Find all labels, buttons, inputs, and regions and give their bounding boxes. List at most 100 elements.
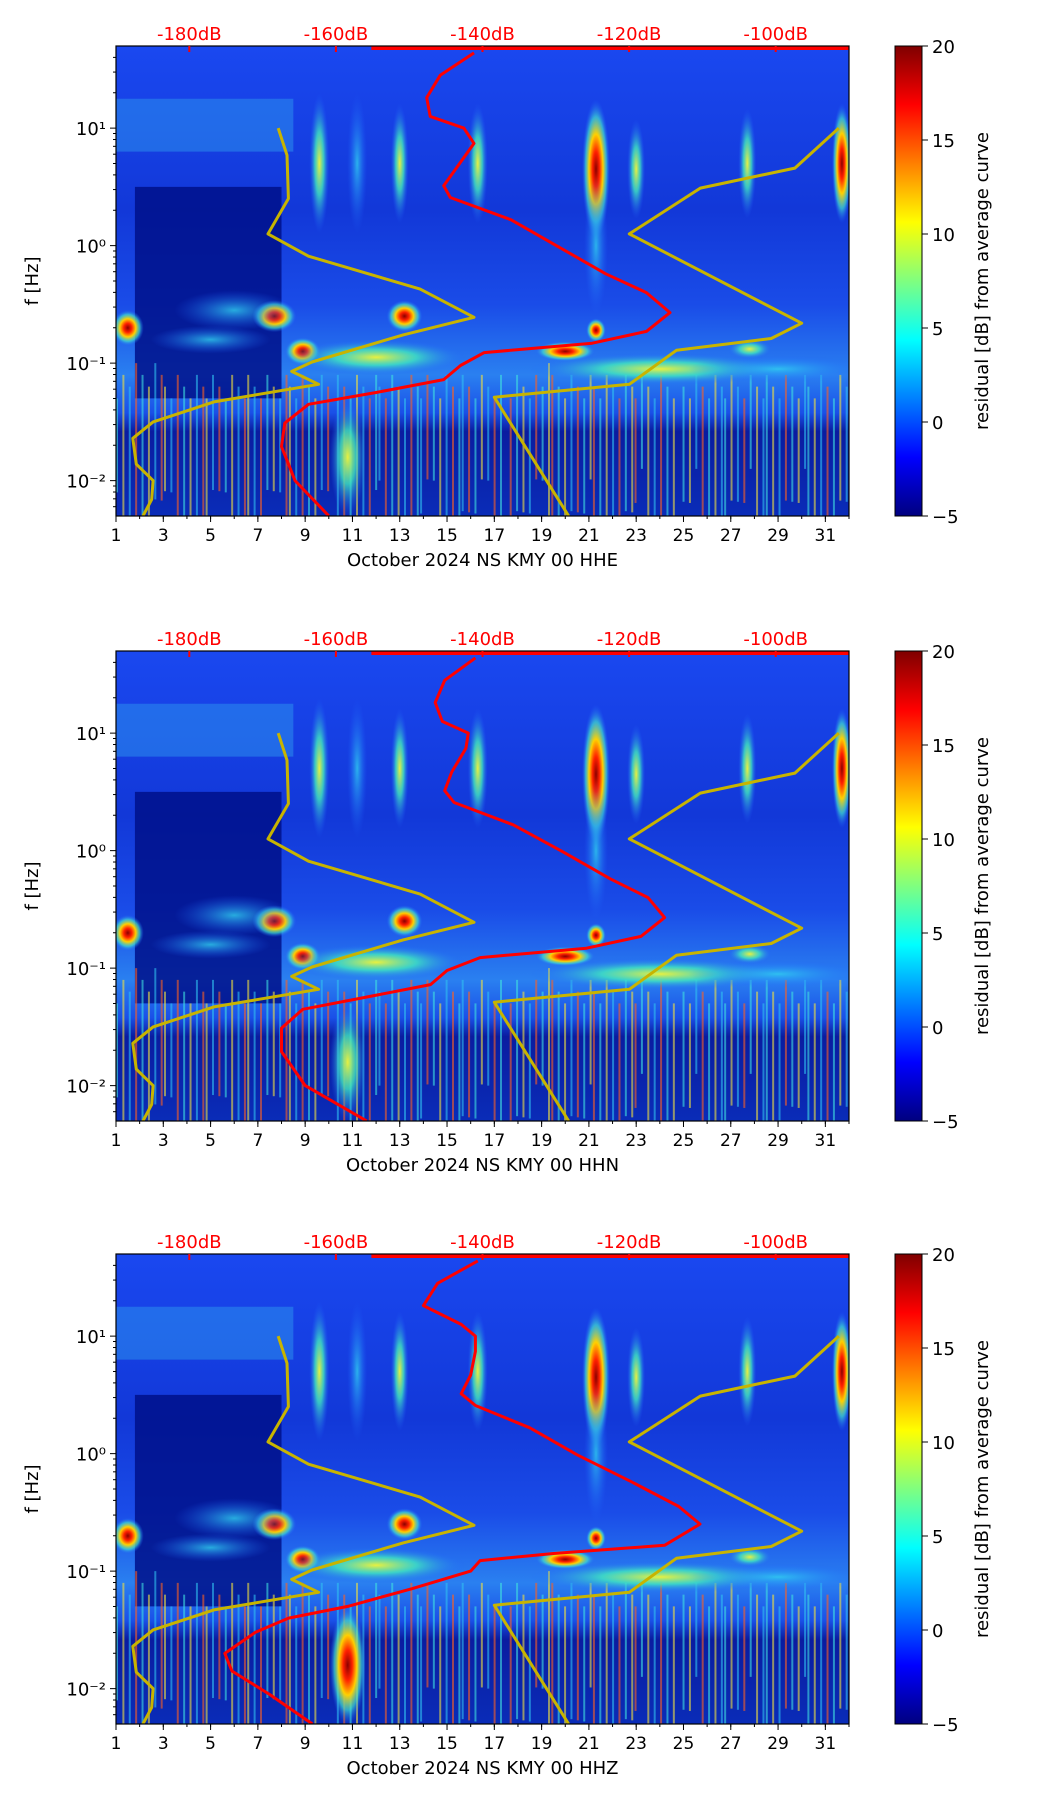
lp-streak xyxy=(320,374,323,491)
hf-noise-band xyxy=(116,1306,294,1360)
lp-streak xyxy=(461,979,464,1117)
lp-streak xyxy=(612,1594,615,1724)
lp-streak xyxy=(813,398,816,516)
spectral-energy-blob xyxy=(286,339,467,376)
lp-streak xyxy=(736,991,739,1107)
x-tick-label: 9 xyxy=(300,1734,311,1754)
lp-streak xyxy=(820,374,823,516)
lp-streak xyxy=(243,398,246,516)
lp-streak xyxy=(695,979,698,1074)
spectral-energy-blob xyxy=(174,895,295,936)
lp-streak xyxy=(730,374,733,501)
lp-streak xyxy=(211,374,214,491)
lp-streak xyxy=(612,386,615,516)
top-db-label: -100dB xyxy=(743,1232,808,1253)
lp-streak xyxy=(772,386,775,516)
lp-streak xyxy=(672,398,675,516)
lp-streak xyxy=(247,1582,250,1724)
lp-streak xyxy=(634,1003,637,1108)
lp-streak xyxy=(832,1606,835,1724)
lp-streak xyxy=(797,398,800,503)
lp-streak xyxy=(416,991,419,1121)
lp-streak xyxy=(420,398,423,514)
x-tick-label: 31 xyxy=(815,1734,837,1754)
lp-streak xyxy=(391,979,394,1121)
x-tick-label: 17 xyxy=(484,1734,506,1754)
lp-streak xyxy=(327,991,330,1097)
colorbar-tick-label: 15 xyxy=(932,131,955,152)
heatmap xyxy=(116,651,849,1121)
lp-streak xyxy=(576,386,579,513)
lp-streak xyxy=(183,991,186,1121)
x-axis-title: October 2024 NS KMY 00 HHN xyxy=(346,1155,619,1176)
y-tick-label: 10⁻¹ xyxy=(66,1562,106,1583)
x-tick-label: 23 xyxy=(625,1131,647,1151)
x-tick-label: 31 xyxy=(815,526,837,546)
lp-streak xyxy=(176,979,179,1121)
lp-streak xyxy=(375,1582,378,1699)
top-db-label: -120dB xyxy=(597,629,662,650)
lp-streak xyxy=(605,1582,608,1724)
lp-streak xyxy=(516,1582,519,1720)
lp-streak xyxy=(135,363,138,516)
lp-streak xyxy=(605,979,608,1121)
lp-streak xyxy=(653,1606,656,1724)
lp-streak xyxy=(272,1594,275,1700)
lp-streak xyxy=(160,1582,163,1709)
top-db-label: -180dB xyxy=(157,24,222,45)
spectral-energy-blob xyxy=(286,1547,467,1584)
colorbar-tick-label: 5 xyxy=(932,1527,943,1548)
lp-streak xyxy=(432,1594,435,1689)
top-db-label: -100dB xyxy=(743,629,808,650)
lp-streak xyxy=(410,374,413,516)
spectral-energy-blob xyxy=(627,119,646,220)
lp-streak xyxy=(660,1582,663,1724)
x-tick-label: 27 xyxy=(720,526,742,546)
lp-streak xyxy=(384,1606,387,1724)
lp-streak xyxy=(522,1594,525,1721)
lp-streak xyxy=(551,374,554,516)
lp-streak xyxy=(170,1003,173,1098)
lp-streak xyxy=(535,374,538,480)
lp-streak xyxy=(631,1594,634,1721)
lp-streak xyxy=(772,1594,775,1724)
lp-streak xyxy=(410,979,413,1121)
colorbar-tick-label: 10 xyxy=(932,830,955,851)
spectral-energy-blob xyxy=(688,355,849,383)
colorbar-label: residual [dB] from average curve xyxy=(972,132,993,430)
lp-streak xyxy=(547,1571,550,1724)
lp-streak xyxy=(259,398,262,516)
top-db-label: -160dB xyxy=(304,24,369,45)
lp-streak xyxy=(410,1582,413,1724)
y-tick-label: 10¹ xyxy=(76,1327,106,1348)
lp-streak xyxy=(285,374,288,516)
lp-streak xyxy=(154,363,157,500)
lp-streak xyxy=(163,386,166,492)
lp-streak xyxy=(237,991,240,1121)
lp-streak xyxy=(218,991,221,1097)
lp-streak xyxy=(832,1003,835,1121)
lp-streak xyxy=(797,1606,800,1711)
colorbar-tick-label: 5 xyxy=(932,924,943,945)
lp-streak xyxy=(458,1606,461,1724)
spectral-energy-blob xyxy=(329,1002,366,1121)
lp-streak xyxy=(253,386,256,516)
lp-streak xyxy=(458,1003,461,1121)
lp-streak xyxy=(624,1582,627,1720)
spectral-energy-blob xyxy=(390,708,409,829)
lp-streak xyxy=(832,398,835,516)
lp-streak xyxy=(720,386,723,516)
lp-streak xyxy=(807,386,810,516)
lp-streak xyxy=(218,1594,221,1700)
lp-streak xyxy=(701,1594,704,1724)
top-db-label: -120dB xyxy=(597,24,662,45)
lp-streak xyxy=(224,398,227,493)
lp-streak xyxy=(474,1606,477,1722)
x-tick-label: 29 xyxy=(767,1734,789,1754)
hf-noise-band xyxy=(116,98,294,152)
lp-streak xyxy=(599,398,602,516)
lp-streak xyxy=(672,1003,675,1121)
lp-streak xyxy=(749,979,752,1074)
lp-streak xyxy=(384,398,387,516)
